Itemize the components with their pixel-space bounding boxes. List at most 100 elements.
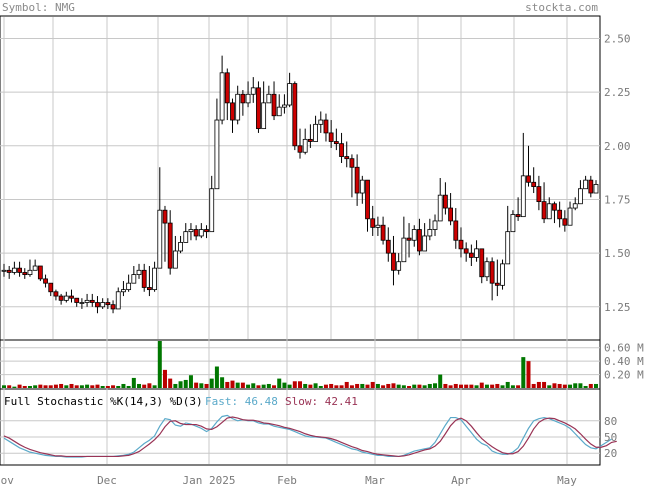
candle-body	[468, 252, 474, 258]
volume-bar	[391, 383, 396, 388]
candle-body	[463, 248, 469, 254]
candle-body	[209, 188, 215, 233]
volume-bar	[339, 385, 344, 388]
price-tick-label: 2.00	[604, 140, 631, 153]
volume-bar	[90, 385, 95, 388]
candle-body	[448, 207, 453, 222]
candle-body	[157, 209, 163, 269]
volume-bar	[453, 383, 458, 388]
candle-body	[17, 267, 22, 273]
volume-bar	[500, 385, 505, 388]
price-tick-label: 2.25	[604, 86, 631, 99]
candle-body	[474, 248, 479, 258]
candle-body	[391, 252, 396, 271]
volume-bar	[557, 383, 562, 388]
volume-bar	[469, 384, 474, 388]
candle-body	[432, 220, 438, 230]
candle-body	[422, 235, 428, 252]
volume-bar	[349, 385, 354, 388]
volume-bar	[69, 383, 74, 388]
candle-body	[214, 119, 220, 190]
volume-bar	[173, 383, 178, 388]
candle-body	[344, 156, 350, 160]
price-tick-label: 2.50	[604, 32, 631, 45]
candle-body	[63, 295, 69, 301]
slow-label: Slow: 42.41	[285, 395, 358, 408]
volume-bars	[2, 341, 598, 388]
candle-body	[126, 282, 132, 291]
volume-tick-label: 0.40 M	[604, 355, 644, 368]
volume-bar	[588, 383, 593, 388]
candle-body	[484, 261, 490, 278]
volume-tick-label: 0.60 M	[604, 342, 644, 355]
volume-bar	[318, 385, 323, 388]
volume-bar	[313, 383, 318, 388]
candle-body	[266, 93, 272, 104]
volume-bar	[355, 383, 360, 388]
candle-body	[43, 278, 48, 284]
candle-body	[69, 295, 74, 299]
candle-body	[136, 269, 142, 276]
candle-body	[84, 299, 90, 303]
candle-body	[271, 93, 277, 117]
volume-bar	[375, 383, 380, 388]
volume-bar	[266, 383, 271, 388]
volume-bar	[33, 385, 38, 388]
candle-body	[219, 72, 225, 121]
candle-body	[276, 106, 282, 117]
candle-body	[515, 214, 521, 218]
volume-bar	[22, 385, 27, 388]
candle-body	[500, 263, 505, 286]
volume-bar	[583, 385, 588, 388]
volume-bar	[323, 384, 328, 388]
volume-bar	[552, 383, 557, 388]
stochastic-lines	[3, 414, 617, 458]
volume-bar	[246, 384, 251, 388]
candle-body	[380, 224, 386, 241]
volume-bar	[157, 341, 162, 388]
candle-body	[204, 229, 209, 233]
volume-tick-label: 0.20 M	[604, 369, 644, 382]
candle-body	[510, 214, 516, 233]
candle-body	[172, 250, 178, 269]
candle-body	[479, 248, 485, 278]
volume-bar	[59, 383, 64, 388]
volume-bar	[334, 385, 339, 388]
volume-bar	[277, 378, 282, 388]
candle-body	[1, 269, 7, 272]
volume-bar	[183, 379, 188, 388]
volume-bar	[152, 385, 157, 388]
volume-bar	[214, 366, 219, 388]
candle-body	[417, 229, 422, 252]
candle-body	[11, 267, 17, 273]
volume-bar	[194, 382, 199, 388]
symbol-label: Symbol: NMG	[2, 1, 75, 14]
price-panel	[0, 15, 601, 341]
volume-bar	[329, 383, 334, 388]
volume-bar	[458, 384, 463, 388]
volume-bar	[516, 385, 521, 388]
candle-body	[365, 179, 370, 220]
candle-body	[115, 291, 121, 310]
volume-bar	[578, 383, 583, 388]
volume-bar	[116, 385, 121, 388]
volume-bar	[240, 382, 245, 388]
volume-bar	[7, 385, 12, 388]
candle-body	[22, 272, 28, 276]
volume-bar	[365, 384, 370, 388]
volume-bar	[381, 385, 386, 388]
candle-body	[121, 289, 126, 293]
candle-body	[110, 304, 116, 310]
candle-body	[401, 237, 407, 263]
candle-body	[313, 123, 318, 142]
candle-body	[183, 231, 189, 243]
candle-body	[333, 141, 339, 145]
x-tick-label: Feb	[277, 474, 297, 486]
x-tick-label: Nov	[0, 474, 14, 486]
volume-bar	[547, 385, 552, 388]
volume-bar	[251, 383, 256, 388]
volume-bar	[126, 385, 131, 388]
candle-body	[318, 119, 324, 125]
candle-body	[167, 222, 173, 269]
volume-bar	[121, 383, 126, 388]
